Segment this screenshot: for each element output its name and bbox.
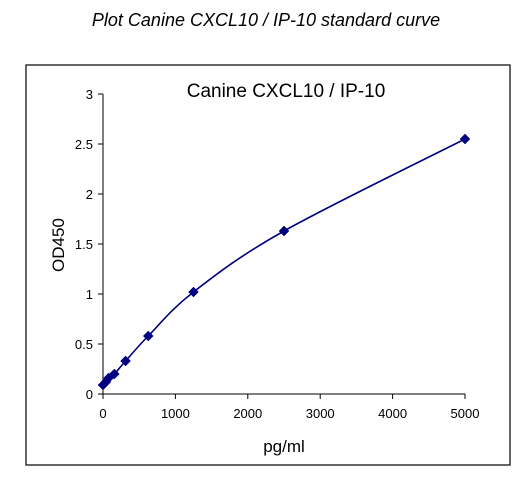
data-point (459, 133, 471, 145)
y-axis-title: OD450 (49, 218, 68, 272)
data-point (108, 368, 120, 380)
data-point (120, 355, 131, 367)
x-tick-label: 5000 (451, 406, 480, 421)
chart-title: Canine CXCL10 / IP-10 (187, 81, 386, 102)
x-tick-label: 1000 (161, 406, 190, 421)
x-tick-label: 4000 (378, 406, 407, 421)
y-tick-label: 2.5 (75, 137, 93, 152)
x-axis-title: pg/ml (263, 437, 305, 456)
x-tick-label: 2000 (233, 406, 262, 421)
plot-area: 0 0.5 1 1.5 2 2.5 3 0 1000 2000 3000 4000 5000 (75, 87, 480, 421)
y-tick-label: 0.5 (75, 337, 93, 352)
y-tick-label: 1 (86, 287, 93, 302)
data-point (278, 225, 290, 237)
y-tick-label: 3 (86, 87, 93, 102)
fit-curve (102, 138, 466, 386)
data-point (142, 330, 154, 342)
figure-caption: Plot Canine CXCL10 / IP-10 standard curv… (91, 10, 441, 30)
x-tick-label: 3000 (306, 406, 335, 421)
data-point (188, 286, 199, 298)
y-tick-label: 2 (86, 187, 93, 202)
chart-frame (25, 64, 511, 466)
y-tick-label: 1.5 (75, 237, 93, 252)
y-tick-label: 0 (86, 387, 93, 402)
x-tick-label: 0 (99, 406, 106, 421)
